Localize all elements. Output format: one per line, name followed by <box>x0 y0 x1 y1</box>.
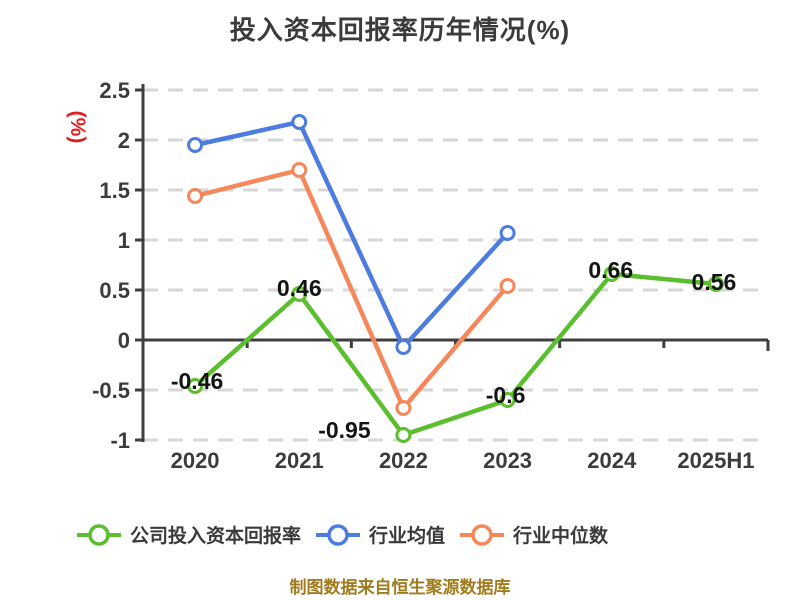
series-line-0 <box>192 271 719 438</box>
data-point <box>603 266 620 282</box>
data-point <box>499 225 516 241</box>
y-tick-label: 2.5 <box>99 78 130 103</box>
x-tick-label: 2024 <box>587 448 637 473</box>
x-tick-label: 2023 <box>483 448 532 473</box>
data-point <box>395 339 412 355</box>
x-tick-label: 2020 <box>171 448 220 473</box>
legend-item-0[interactable]: 公司投入资本回报率 <box>76 521 301 548</box>
data-label: -0.95 <box>318 417 371 443</box>
legend-label: 公司投入资本回报率 <box>130 526 302 547</box>
legend-line-marker-icon <box>77 523 121 546</box>
data-point <box>187 188 204 204</box>
data-label: 0.46 <box>277 275 322 301</box>
legend: 公司投入资本回报率 行业均值 行业中位数 <box>76 521 608 548</box>
data-point <box>187 378 204 394</box>
chart-title: 投入资本回报率历年情况(%) <box>229 15 571 45</box>
y-tick-label: 0.5 <box>99 278 130 303</box>
series-line-2 <box>192 167 510 411</box>
data-point <box>187 137 204 153</box>
data-label: -0.46 <box>171 368 223 394</box>
y-axis-name: (%) <box>66 111 89 144</box>
data-point <box>291 286 308 302</box>
data-point <box>499 392 516 408</box>
legend-label: 行业均值 <box>369 526 446 547</box>
legend-line-marker-icon <box>316 523 361 546</box>
legend-item-2[interactable]: 行业中位数 <box>459 521 608 548</box>
data-label: 0.56 <box>692 269 737 295</box>
series-line-1 <box>192 119 510 350</box>
y-tick-label: 1.5 <box>99 178 130 203</box>
y-tick-label: 1 <box>118 228 130 253</box>
data-point <box>395 427 412 443</box>
x-tick-label: 2021 <box>275 448 324 473</box>
data-source-note: 制图数据来自恒生聚源数据库 <box>289 578 511 597</box>
x-tick-label: 2025H1 <box>677 448 754 473</box>
y-tick-label: 0 <box>118 328 130 353</box>
y-tick-label: -0.5 <box>92 378 130 403</box>
legend-item-1[interactable]: 行业均值 <box>315 521 445 548</box>
data-point <box>291 162 308 178</box>
data-point <box>707 276 724 292</box>
data-point <box>499 278 516 294</box>
x-tick-label: 2022 <box>379 448 428 473</box>
data-label: -0.6 <box>486 382 526 408</box>
legend-line-marker-icon <box>460 523 505 546</box>
data-label: 0.66 <box>588 257 633 283</box>
legend-label: 行业中位数 <box>513 526 609 547</box>
data-point <box>395 400 412 416</box>
y-tick-label: 2 <box>118 128 130 153</box>
data-point <box>291 114 308 130</box>
y-tick-label: -1 <box>110 428 130 453</box>
